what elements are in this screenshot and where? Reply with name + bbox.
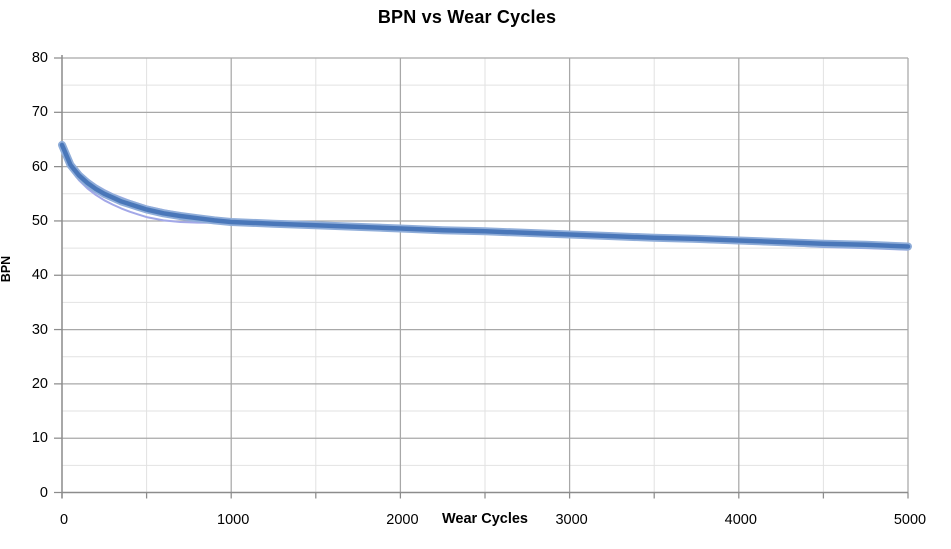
y-tick-label-10: 10 — [31, 430, 48, 447]
x-axis-title: Wear Cycles — [442, 511, 528, 527]
y-tick-label-30: 30 — [31, 321, 48, 338]
x-tick-label-2000: 2000 — [386, 512, 419, 528]
chart-title: BPN vs Wear Cycles — [377, 7, 557, 27]
y-tick-label-20: 20 — [31, 375, 48, 392]
x-tick-label-4000: 4000 — [724, 512, 757, 528]
x-tick-label-3000: 3000 — [555, 512, 588, 528]
x-tick-label-1000: 1000 — [217, 512, 250, 528]
y-tick-label-70: 70 — [31, 104, 48, 121]
y-tick-label-40: 40 — [31, 267, 48, 284]
x-tick-label-0: 0 — [59, 512, 69, 528]
y-tick-label-0: 0 — [39, 484, 48, 501]
x-tick-label-5000: 5000 — [893, 512, 927, 528]
series-line-bpn-main — [59, 142, 911, 249]
y-tick-label-50: 50 — [31, 212, 48, 229]
y-axis-title: BPN — [0, 255, 13, 283]
y-tick-label-80: 80 — [31, 50, 48, 66]
y-tick-label-60: 60 — [31, 158, 48, 175]
